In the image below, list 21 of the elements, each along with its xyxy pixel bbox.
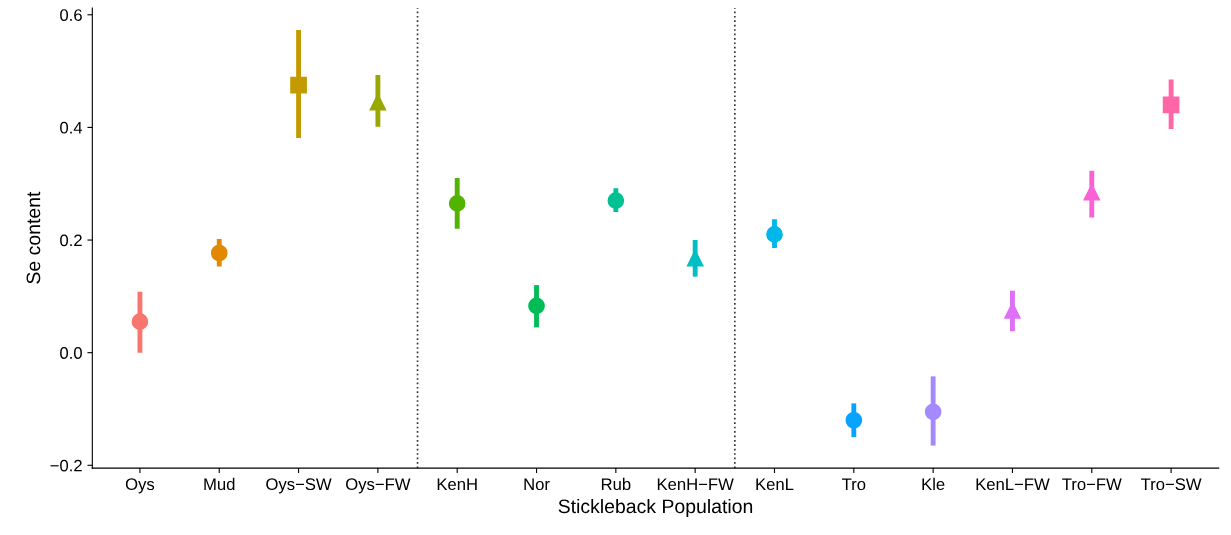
x-tick-label: Oys−SW	[266, 478, 332, 494]
x-tick-label: Nor	[524, 478, 550, 491]
y-tick-label: 0.0	[60, 347, 82, 359]
x-tick-label: Kle	[922, 477, 945, 491]
x-tick-label: Rub	[601, 477, 631, 491]
x-tick-label: Tro	[842, 478, 866, 491]
x-axis-title: Stickleback Population	[558, 498, 753, 518]
x-tick-label: Oys	[125, 478, 155, 494]
x-tick-label: Oys−FW	[346, 478, 411, 494]
y-tick-label: 0.2	[60, 234, 82, 247]
y-tick-label: 0.6	[60, 9, 82, 21]
x-tick-label: Mud	[204, 477, 235, 491]
x-tick-label: KenL	[756, 478, 794, 491]
y-axis-title: Se content	[26, 191, 41, 284]
x-tick-label: Tro−FW	[1062, 478, 1122, 491]
y-tick-label: −0.2	[50, 459, 82, 472]
x-tick-label: KenL−FW	[976, 478, 1050, 491]
x-tick-label: Tro−SW	[1140, 478, 1202, 491]
x-tick-label: KenH−FW	[657, 478, 734, 491]
y-tick-label: 0.4	[60, 121, 83, 134]
x-tick-label: KenH	[437, 478, 477, 491]
